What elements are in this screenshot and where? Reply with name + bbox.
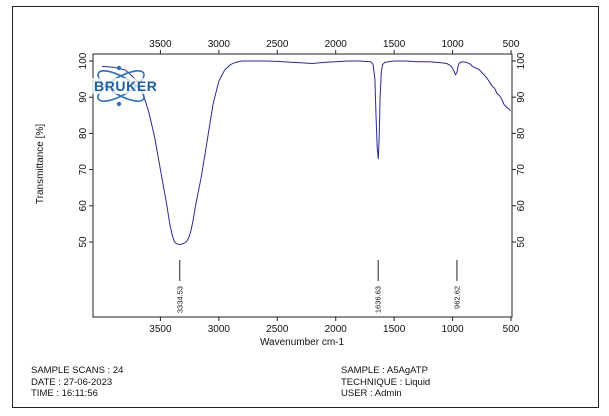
y-tick-label-right: 100	[516, 52, 527, 69]
x-tick-label-top: 3000	[208, 39, 231, 50]
y-tick-label-right: 80	[516, 127, 527, 139]
x-tick-label-bottom: 1500	[383, 324, 406, 335]
time-text: TIME : 16:11:56	[31, 388, 98, 399]
footer-right-info: SAMPLE : A5AgATP TECHNIQUE : Liquid USER…	[341, 365, 430, 400]
spectrum-line	[101, 60, 511, 245]
y-tick-label-left: 50	[78, 236, 89, 248]
sample-text: SAMPLE : A5AgATP	[341, 365, 428, 376]
logo-electron-icon	[116, 65, 122, 71]
peak-markers: 3334.53 1636.63 962.62	[175, 260, 461, 313]
y-tick-label-right: 90	[516, 91, 527, 103]
y-tick-label-left: 70	[78, 164, 89, 176]
user-text: USER : Admin	[341, 388, 402, 399]
y-tick-label-left: 60	[78, 200, 89, 212]
peak-label: 1636.63	[374, 286, 383, 313]
sample-scans-text: SAMPLE SCANS : 24	[31, 365, 124, 376]
date-text: DATE : 27-06-2023	[31, 376, 113, 388]
logo-text: BRUKER	[94, 78, 158, 94]
plot-area-frame	[92, 53, 513, 318]
y-tick-label-right: 50	[516, 236, 527, 248]
x-tick-label-bottom: 2000	[325, 324, 348, 335]
y-tick-label-left: 100	[78, 52, 89, 69]
series-layer	[101, 60, 511, 245]
x-tick-label-bottom: 3500	[149, 324, 172, 335]
x-tick-label-bottom: 2500	[266, 324, 289, 335]
x-tick-label-top: 3500	[149, 39, 172, 50]
y-axis-title: Transmittance [%]	[35, 124, 46, 204]
peak-label: 3334.53	[175, 286, 184, 313]
x-tick-label-bottom: 3000	[208, 324, 231, 335]
footer-left-info: SAMPLE SCANS : 24 DATE : 27-06-2023 TIME…	[31, 365, 123, 400]
x-tick-label-top: 2000	[325, 39, 348, 50]
x-tick-label-top: 2500	[266, 39, 289, 50]
y-axis-left: 50 60 70 80 90 100	[78, 52, 93, 248]
x-tick-label-top: 500	[503, 39, 520, 50]
x-tick-label-top: 1000	[441, 39, 464, 50]
logo-electron-icon	[116, 101, 122, 107]
x-axis-top: 3500 3000 2500 2000 1500 1000 500	[149, 39, 520, 54]
y-tick-label-right: 70	[516, 164, 527, 176]
report-frame	[12, 6, 599, 408]
x-axis-title: Wavenumber cm-1	[260, 337, 345, 348]
peak-label: 962.62	[452, 286, 461, 309]
x-tick-label-top: 1500	[383, 39, 406, 50]
y-tick-label-left: 90	[78, 91, 89, 103]
x-axis-bottom: 3500 3000 2500 2000 1500 1000 500	[149, 317, 520, 335]
technique-text: TECHNIQUE : Liquid	[341, 376, 431, 388]
y-axis-right: 50 60 70 80 90 100	[512, 52, 527, 248]
x-tick-label-bottom: 1000	[441, 324, 464, 335]
y-tick-label-right: 60	[516, 200, 527, 212]
y-tick-label-left: 80	[78, 127, 89, 139]
x-tick-label-bottom: 500	[503, 324, 520, 335]
bruker-logo: BRUKER	[92, 65, 177, 107]
